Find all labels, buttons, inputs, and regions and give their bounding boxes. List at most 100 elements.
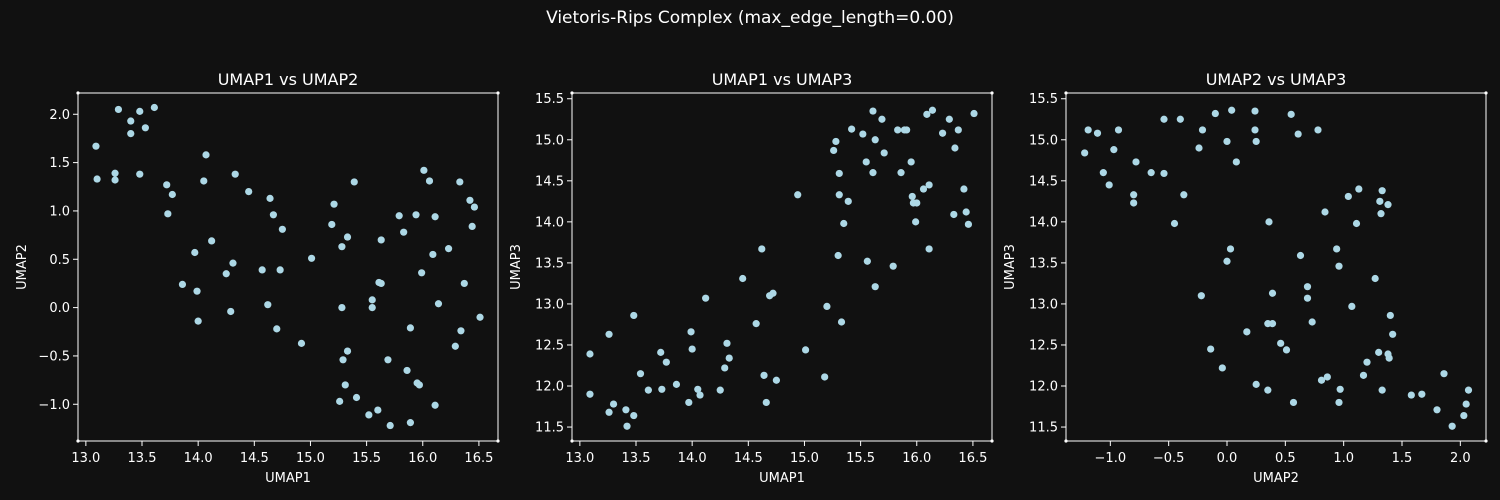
axes-corner-marker (1484, 91, 1488, 95)
axes-corner-marker (570, 91, 574, 95)
data-point (725, 354, 733, 362)
data-point (460, 279, 468, 288)
y-tick-label: 13.5 (535, 256, 564, 271)
data-point (164, 210, 172, 218)
data-point (328, 220, 336, 229)
x-tick-label: 0.5 (1275, 451, 1296, 466)
data-point (1130, 199, 1138, 207)
data-point (908, 192, 916, 201)
data-point (913, 199, 921, 207)
data-point (878, 115, 886, 123)
data-point (609, 400, 618, 408)
data-point (925, 245, 933, 253)
data-point (429, 250, 437, 259)
data-point (269, 211, 278, 219)
data-point (1251, 126, 1259, 134)
data-point (273, 325, 281, 333)
data-point (658, 385, 666, 393)
data-point (222, 270, 230, 278)
data-point (418, 269, 426, 277)
figure-title: Vietoris-Rips Complex (max_edge_length=0… (546, 8, 954, 28)
data-point (368, 304, 376, 312)
data-point (343, 233, 352, 241)
data-point (1282, 346, 1291, 354)
data-point (191, 248, 199, 257)
data-point (739, 274, 747, 283)
y-tick-label: 13.0 (535, 297, 564, 312)
y-tick-label: 13.5 (1029, 256, 1058, 271)
data-point (696, 391, 704, 399)
data-point (208, 237, 216, 245)
axes-frame (77, 92, 499, 442)
data-point (415, 381, 423, 389)
data-point (1460, 411, 1468, 420)
axes-corner-marker (990, 91, 994, 95)
data-point (772, 376, 780, 384)
data-point (844, 197, 852, 205)
data-point (662, 358, 670, 366)
y-tick-label: 14.5 (1029, 174, 1058, 189)
axes-corner-marker (76, 91, 80, 95)
axes-corner-marker (570, 439, 574, 443)
data-point (644, 386, 652, 394)
data-point (1308, 318, 1316, 326)
data-point (1296, 251, 1305, 260)
data-point (760, 371, 768, 379)
data-point (1462, 400, 1470, 408)
data-point (444, 245, 453, 253)
data-point (835, 169, 843, 178)
panel-title: UMAP1 vs UMAP3 (712, 70, 853, 89)
x-tick-label: 0.0 (1217, 451, 1238, 466)
data-point (150, 103, 158, 112)
data-point (1176, 115, 1184, 123)
data-point (266, 194, 274, 202)
data-point (111, 169, 119, 177)
data-point (869, 169, 877, 177)
data-point (716, 386, 724, 394)
data-point (476, 313, 484, 321)
y-axis-label: UMAP2 (15, 244, 30, 290)
data-point (1226, 245, 1235, 253)
axes-corner-marker (1064, 91, 1068, 95)
data-point (400, 228, 408, 236)
y-tick-label: 11.5 (535, 421, 564, 436)
y-tick-label: 14.0 (535, 215, 564, 230)
data-point (163, 181, 171, 189)
data-point (1130, 191, 1138, 199)
data-point (1336, 385, 1344, 393)
data-point (352, 393, 361, 402)
data-point (365, 411, 373, 419)
data-point (837, 318, 846, 326)
data-point (605, 330, 613, 338)
x-tick-label: 15.5 (846, 451, 875, 466)
data-point (368, 296, 376, 304)
x-tick-label: −0.5 (1153, 451, 1185, 466)
data-point (871, 283, 879, 291)
data-point (395, 212, 403, 220)
x-tick-label: 13.5 (128, 451, 157, 466)
data-point (622, 406, 630, 414)
y-tick-label: 12.0 (535, 380, 564, 395)
data-point (945, 115, 953, 123)
data-point (1389, 330, 1397, 338)
x-axis-label: UMAP1 (265, 471, 311, 486)
x-tick-label: −1.0 (1095, 451, 1127, 466)
y-tick-label: −1.0 (38, 398, 70, 413)
data-point (1105, 181, 1113, 189)
data-point (794, 191, 802, 199)
data-point (141, 124, 149, 132)
data-point (1375, 348, 1383, 356)
data-point (1303, 283, 1312, 291)
x-tick-label: 13.5 (622, 451, 651, 466)
data-point (278, 225, 286, 233)
data-point (752, 320, 760, 328)
data-point (341, 381, 349, 389)
data-point (1344, 192, 1352, 201)
y-tick-label: 12.5 (1029, 338, 1058, 353)
data-point (338, 243, 346, 251)
y-tick-label: 1.5 (49, 156, 70, 171)
data-point (457, 327, 465, 335)
x-tick-label: 16.5 (958, 451, 987, 466)
data-point (928, 106, 937, 114)
